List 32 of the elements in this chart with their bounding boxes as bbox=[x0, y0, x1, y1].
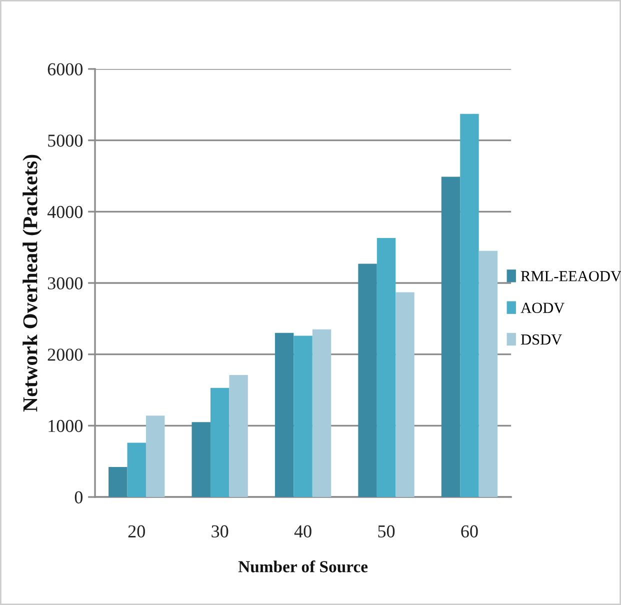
y-tick-label: 5000 bbox=[48, 134, 83, 147]
bar bbox=[192, 422, 210, 498]
bar bbox=[460, 114, 479, 498]
bar bbox=[274, 332, 294, 498]
bar bbox=[396, 292, 414, 498]
y-tick-label: 4000 bbox=[47, 206, 83, 218]
bar bbox=[108, 467, 128, 498]
x-tick-label: 20 bbox=[128, 525, 145, 538]
x-tick-label: 30 bbox=[212, 525, 228, 538]
y-tick-label: 0 bbox=[74, 491, 83, 504]
y-tick-label: 2000 bbox=[48, 348, 83, 361]
bar bbox=[146, 416, 165, 498]
bar bbox=[312, 329, 332, 498]
legend-label: DSDV bbox=[520, 334, 562, 345]
x-tick-label: 50 bbox=[378, 525, 395, 538]
bar bbox=[294, 336, 312, 498]
y-tick-label: 6000 bbox=[48, 63, 83, 76]
bar bbox=[441, 176, 460, 498]
y-axis-title: Network Overhead (Packets) bbox=[22, 154, 42, 412]
bar bbox=[358, 264, 377, 498]
legend-label: RML-EEAODV bbox=[520, 271, 621, 282]
x-tick-label: 60 bbox=[461, 525, 478, 538]
bar bbox=[478, 250, 498, 498]
bar bbox=[376, 238, 396, 498]
bar bbox=[127, 442, 146, 498]
bar bbox=[210, 388, 230, 498]
y-tick-label: 3000 bbox=[48, 277, 83, 290]
bar bbox=[229, 375, 248, 498]
x-tick-label: 40 bbox=[294, 525, 312, 538]
legend-label: AODV bbox=[520, 302, 565, 314]
x-axis-title: Number of Source bbox=[238, 560, 368, 572]
y-tick-label: 1000 bbox=[48, 420, 83, 432]
